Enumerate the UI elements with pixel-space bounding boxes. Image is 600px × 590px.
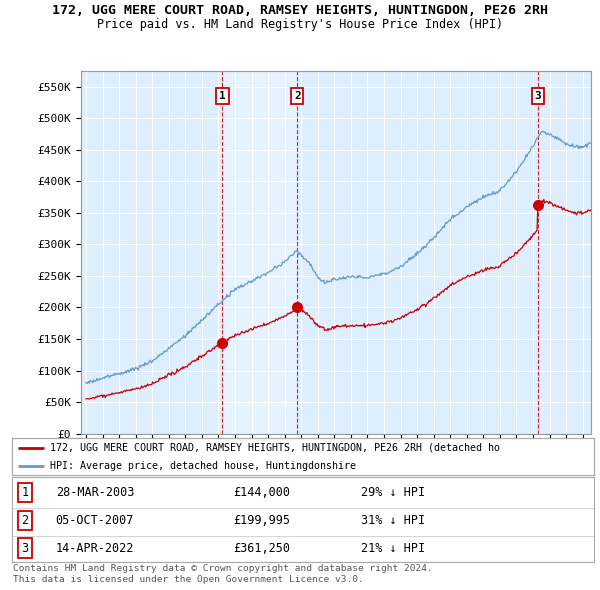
- Text: 2: 2: [294, 91, 301, 101]
- Bar: [223, 71, 297, 434]
- Text: £144,000: £144,000: [233, 486, 290, 499]
- Text: 2: 2: [21, 514, 28, 527]
- Text: 172, UGG MERE COURT ROAD, RAMSEY HEIGHTS, HUNTINGDON, PE26 2RH: 172, UGG MERE COURT ROAD, RAMSEY HEIGHTS…: [52, 4, 548, 17]
- Text: 31% ↓ HPI: 31% ↓ HPI: [361, 514, 425, 527]
- Text: 172, UGG MERE COURT ROAD, RAMSEY HEIGHTS, HUNTINGDON, PE26 2RH (detached ho: 172, UGG MERE COURT ROAD, RAMSEY HEIGHTS…: [50, 442, 500, 453]
- Text: HPI: Average price, detached house, Huntingdonshire: HPI: Average price, detached house, Hunt…: [50, 461, 356, 471]
- Text: 14-APR-2022: 14-APR-2022: [56, 542, 134, 555]
- Text: 3: 3: [535, 91, 541, 101]
- Text: 29% ↓ HPI: 29% ↓ HPI: [361, 486, 425, 499]
- Text: 1: 1: [21, 486, 28, 499]
- Text: Price paid vs. HM Land Registry's House Price Index (HPI): Price paid vs. HM Land Registry's House …: [97, 18, 503, 31]
- Text: This data is licensed under the Open Government Licence v3.0.: This data is licensed under the Open Gov…: [13, 575, 364, 584]
- Text: 21% ↓ HPI: 21% ↓ HPI: [361, 542, 425, 555]
- Text: 3: 3: [21, 542, 28, 555]
- Text: £361,250: £361,250: [233, 542, 290, 555]
- Text: £199,995: £199,995: [233, 514, 290, 527]
- Text: 1: 1: [219, 91, 226, 101]
- Text: Contains HM Land Registry data © Crown copyright and database right 2024.: Contains HM Land Registry data © Crown c…: [13, 564, 433, 573]
- Text: 05-OCT-2007: 05-OCT-2007: [56, 514, 134, 527]
- Text: 28-MAR-2003: 28-MAR-2003: [56, 486, 134, 499]
